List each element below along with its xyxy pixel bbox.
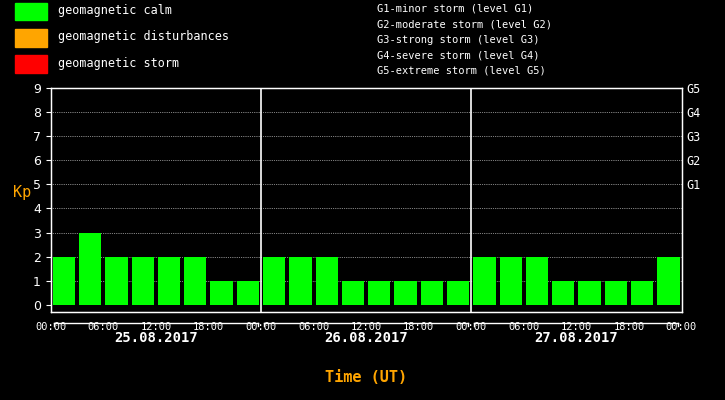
Text: Time (UT): Time (UT) [325, 370, 407, 386]
Bar [447, 281, 469, 305]
Bar [210, 281, 233, 305]
Text: G1-minor storm (level G1): G1-minor storm (level G1) [377, 4, 534, 14]
Bar [236, 281, 259, 305]
Y-axis label: Kp: Kp [13, 185, 31, 200]
Bar [184, 257, 207, 305]
Text: G3-strong storm (level G3): G3-strong storm (level G3) [377, 35, 539, 45]
Bar [341, 281, 364, 305]
Text: 26.08.2017: 26.08.2017 [324, 331, 408, 345]
Bar [473, 257, 496, 305]
Bar [394, 281, 417, 305]
Bar [289, 257, 312, 305]
Text: G2-moderate storm (level G2): G2-moderate storm (level G2) [377, 19, 552, 29]
Text: geomagnetic calm: geomagnetic calm [58, 4, 172, 17]
Bar [131, 257, 154, 305]
Bar [500, 257, 522, 305]
Text: G4-severe storm (level G4): G4-severe storm (level G4) [377, 50, 539, 60]
Bar [105, 257, 128, 305]
Bar [368, 281, 391, 305]
Bar [552, 281, 574, 305]
Bar [53, 257, 75, 305]
Bar [14, 56, 47, 73]
Text: geomagnetic storm: geomagnetic storm [58, 57, 179, 70]
Bar [315, 257, 338, 305]
Bar [263, 257, 286, 305]
Text: geomagnetic disturbances: geomagnetic disturbances [58, 30, 229, 44]
Bar [657, 257, 679, 305]
Bar [420, 281, 443, 305]
Bar [579, 281, 601, 305]
Text: 27.08.2017: 27.08.2017 [534, 331, 618, 345]
Text: G5-extreme storm (level G5): G5-extreme storm (level G5) [377, 65, 546, 75]
Bar [631, 281, 653, 305]
Text: 25.08.2017: 25.08.2017 [114, 331, 198, 345]
Bar [79, 232, 102, 305]
Bar [526, 257, 548, 305]
Bar [605, 281, 627, 305]
Bar [14, 29, 47, 47]
Bar [158, 257, 181, 305]
Bar [14, 3, 47, 20]
